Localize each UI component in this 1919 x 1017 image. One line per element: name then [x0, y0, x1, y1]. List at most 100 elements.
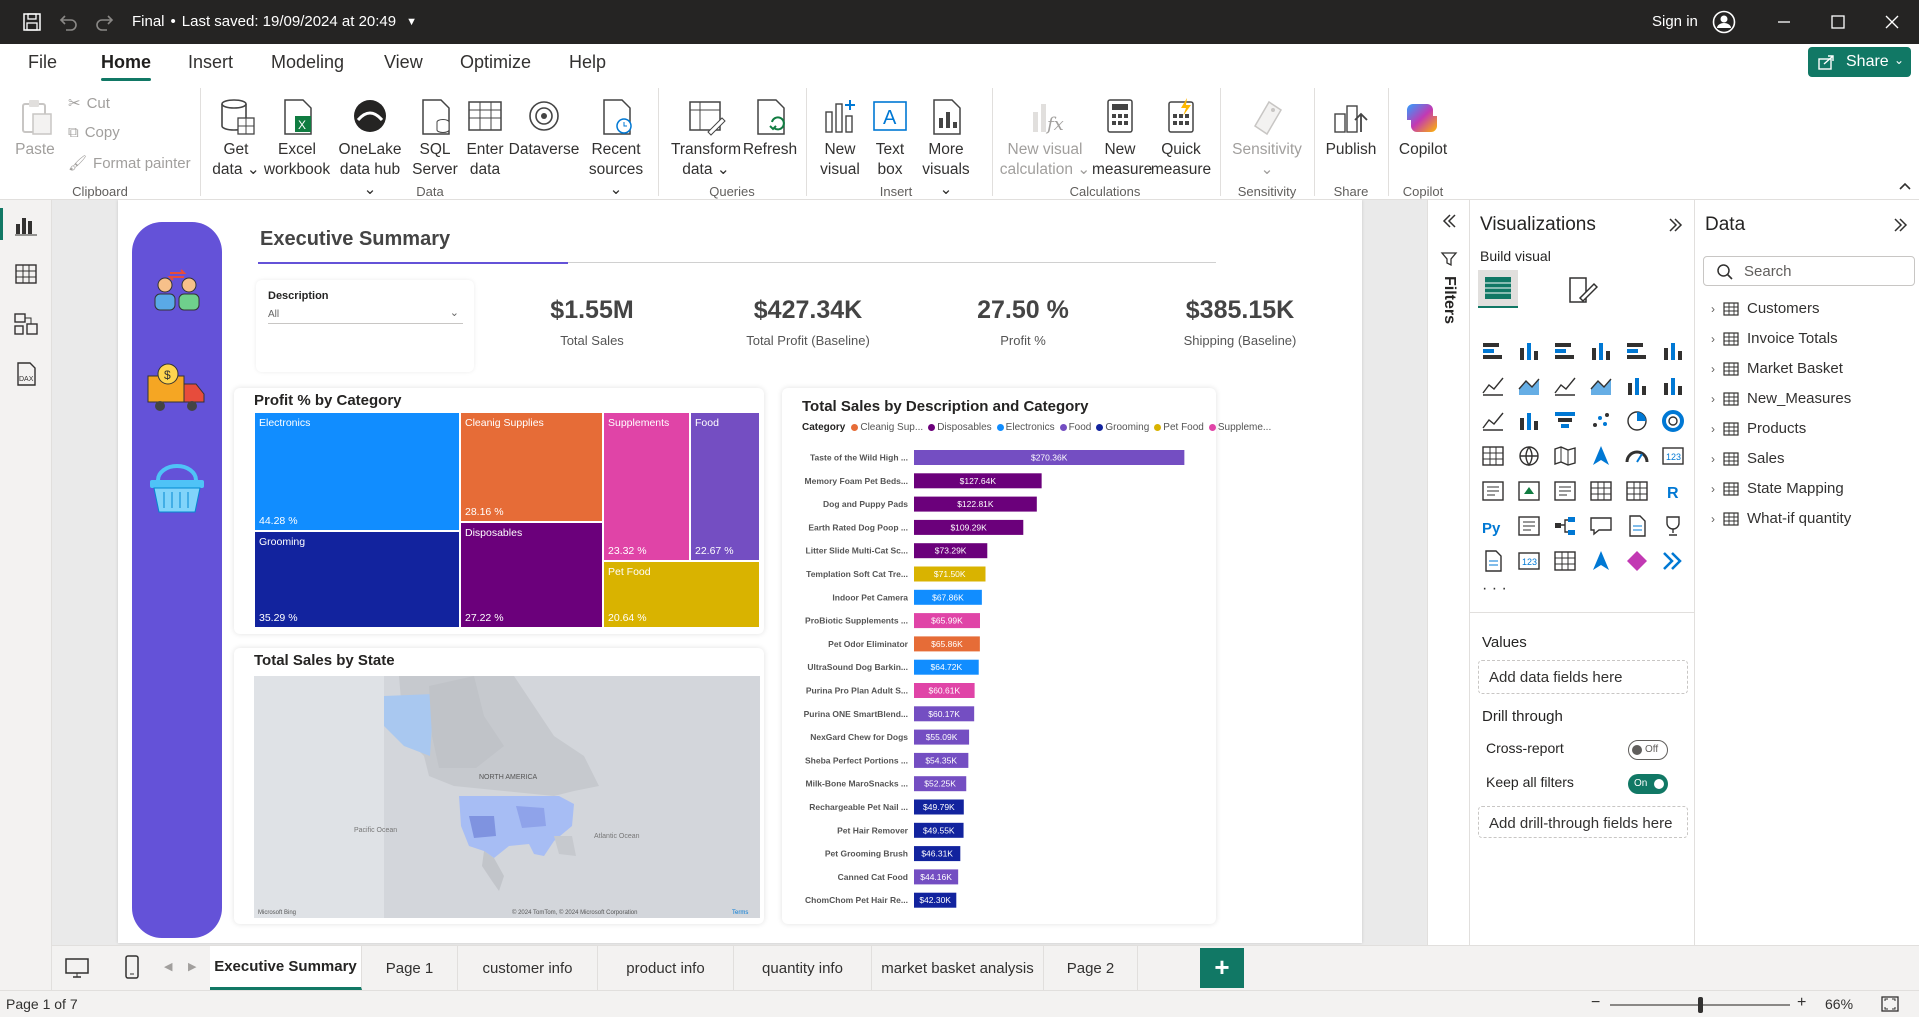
viz-funnel-icon[interactable]: [1552, 408, 1578, 434]
scroll-right-icon[interactable]: ▶: [188, 961, 197, 973]
viz-narrative-icon[interactable]: [1624, 513, 1650, 539]
legend-item[interactable]: Suppleme...: [1208, 422, 1271, 433]
build-visual-tab[interactable]: [1478, 270, 1518, 308]
bar[interactable]: [914, 752, 969, 768]
page-tab-page-1[interactable]: Page 1: [362, 946, 458, 990]
sensitivity-button[interactable]: Sensitivity ⌄: [1226, 96, 1308, 180]
treemap-tile-electronics[interactable]: Electronics 44.28 %: [254, 412, 460, 531]
legend-item[interactable]: Cleanig Sup...: [851, 422, 923, 433]
data-table-item[interactable]: › Products: [1711, 420, 1806, 437]
legend-item[interactable]: Electronics: [996, 422, 1055, 433]
share-button[interactable]: Share ⌄: [1808, 47, 1911, 77]
bar[interactable]: [914, 496, 1037, 512]
viz-100-bar-icon[interactable]: [1624, 338, 1650, 364]
format-visual-icon[interactable]: [1566, 274, 1598, 306]
viz-pie-icon[interactable]: [1624, 408, 1650, 434]
format-painter-button[interactable]: 🖌 Format painter: [68, 154, 191, 173]
legend-item[interactable]: Pet Food: [1154, 422, 1204, 433]
redo-icon[interactable]: [95, 12, 115, 32]
page-tab-executive-summary[interactable]: Executive Summary: [210, 946, 362, 990]
expand-left-icon[interactable]: [1440, 212, 1458, 230]
bar[interactable]: [914, 846, 961, 862]
onelake-button[interactable]: OneLake data hub ⌄: [332, 96, 408, 200]
viz-power-apps-icon[interactable]: [1552, 548, 1578, 574]
viz-100-column-icon[interactable]: [1660, 338, 1686, 364]
maximize-icon[interactable]: [1830, 14, 1846, 30]
bar[interactable]: [914, 543, 988, 559]
treemap-tile-food[interactable]: Food 22.67 %: [690, 412, 760, 561]
get-data-button[interactable]: Get data ⌄: [210, 96, 262, 180]
basket-nav-icon[interactable]: [146, 462, 208, 516]
new-measure-button[interactable]: New measure: [1092, 96, 1152, 180]
bar[interactable]: [914, 892, 957, 908]
viz-paginated-icon[interactable]: [1480, 548, 1506, 574]
tab-insert[interactable]: Insert: [188, 52, 234, 72]
scroll-left-icon[interactable]: ◀: [164, 961, 173, 973]
viz-line-icon[interactable]: [1480, 373, 1506, 399]
enter-data-button[interactable]: Enter data: [462, 96, 508, 180]
undo-icon[interactable]: [58, 12, 78, 32]
keep-filters-toggle[interactable]: On: [1628, 774, 1668, 794]
page-tab-customer-info[interactable]: customer info: [458, 946, 598, 990]
bar[interactable]: [914, 729, 970, 745]
refresh-button[interactable]: Refresh: [742, 96, 798, 160]
viz-chevron-icon[interactable]: [1660, 548, 1686, 574]
page-tab-product-info[interactable]: product info: [598, 946, 734, 990]
treemap-tile-cleaning[interactable]: Cleanig Supplies 28.16 %: [460, 412, 603, 522]
collapse-right-icon[interactable]: [1666, 216, 1684, 234]
viz-diamond-icon[interactable]: [1624, 548, 1650, 574]
copilot-button[interactable]: Copilot: [1394, 96, 1452, 160]
add-drill-through-well[interactable]: Add drill-through fields here: [1478, 806, 1688, 838]
new-visual-calculation-button[interactable]: fx New visual calculation ⌄: [998, 96, 1092, 180]
viz-card-icon[interactable]: 123: [1660, 443, 1686, 469]
viz-r-visual-icon[interactable]: R: [1660, 478, 1686, 504]
sign-in-link[interactable]: Sign in: [1652, 13, 1698, 30]
viz-stacked-bar-icon[interactable]: [1480, 338, 1506, 364]
bar-chart-card[interactable]: Total Sales by Description and Category …: [782, 388, 1271, 924]
viz-key-influencers-icon[interactable]: [1516, 513, 1542, 539]
fit-to-page-icon[interactable]: [1880, 995, 1900, 1013]
model-view-icon[interactable]: [12, 310, 40, 338]
page-tab-market-basket[interactable]: market basket analysis: [872, 946, 1044, 990]
viz-map-icon[interactable]: [1516, 443, 1542, 469]
desktop-layout-icon[interactable]: [64, 956, 90, 980]
document-title[interactable]: Final • Last saved: 19/09/2024 at 20:49 …: [132, 13, 417, 31]
viz-line-clustered-icon[interactable]: [1480, 408, 1506, 434]
transform-data-button[interactable]: Transform data ⌄: [668, 96, 744, 180]
save-icon[interactable]: [22, 12, 42, 32]
bar[interactable]: [914, 659, 979, 675]
data-search-input[interactable]: Search: [1703, 256, 1915, 286]
add-page-button[interactable]: +: [1200, 948, 1244, 988]
recent-sources-button[interactable]: Recent sources ⌄: [584, 96, 648, 200]
bar[interactable]: [914, 822, 964, 838]
viz-gauge-icon[interactable]: [1624, 443, 1650, 469]
viz-clustered-column-icon[interactable]: [1588, 338, 1614, 364]
cross-report-toggle[interactable]: Off: [1628, 740, 1668, 760]
sql-server-button[interactable]: SQL Server: [410, 96, 460, 180]
viz-clustered-bar-icon[interactable]: [1552, 338, 1578, 364]
viz-kpi-icon[interactable]: [1516, 478, 1542, 504]
data-table-item[interactable]: › State Mapping: [1711, 480, 1844, 497]
data-table-item[interactable]: › New_Measures: [1711, 390, 1851, 407]
publish-button[interactable]: Publish: [1320, 96, 1382, 160]
treemap-tile-supplements[interactable]: Supplements 23.32 %: [603, 412, 690, 561]
treemap-tile-pet-food[interactable]: Pet Food 20.64 %: [603, 561, 760, 628]
treemap-tile-disposables[interactable]: Disposables 27.22 %: [460, 522, 603, 628]
tab-modeling[interactable]: Modeling: [271, 52, 345, 72]
viz-scatter-icon[interactable]: [1588, 408, 1614, 434]
bar[interactable]: [914, 519, 1024, 535]
tab-home[interactable]: Home: [101, 52, 152, 81]
legend-item[interactable]: Food: [1059, 422, 1091, 433]
legend-item[interactable]: Disposables: [928, 422, 992, 433]
text-box-button[interactable]: A Text box: [866, 96, 914, 180]
minimize-icon[interactable]: [1776, 14, 1792, 30]
viz-waterfall-icon[interactable]: [1624, 373, 1650, 399]
data-table-item[interactable]: › Sales: [1711, 450, 1785, 467]
bar[interactable]: [914, 450, 1185, 465]
data-table-item[interactable]: › Customers: [1711, 300, 1820, 317]
paste-button[interactable]: Paste: [10, 96, 60, 160]
viz-matrix-icon[interactable]: [1624, 478, 1650, 504]
mobile-layout-icon[interactable]: [124, 954, 140, 980]
data-table-item[interactable]: › What-if quantity: [1711, 510, 1851, 527]
viz-multi-row-card-icon[interactable]: [1480, 478, 1506, 504]
